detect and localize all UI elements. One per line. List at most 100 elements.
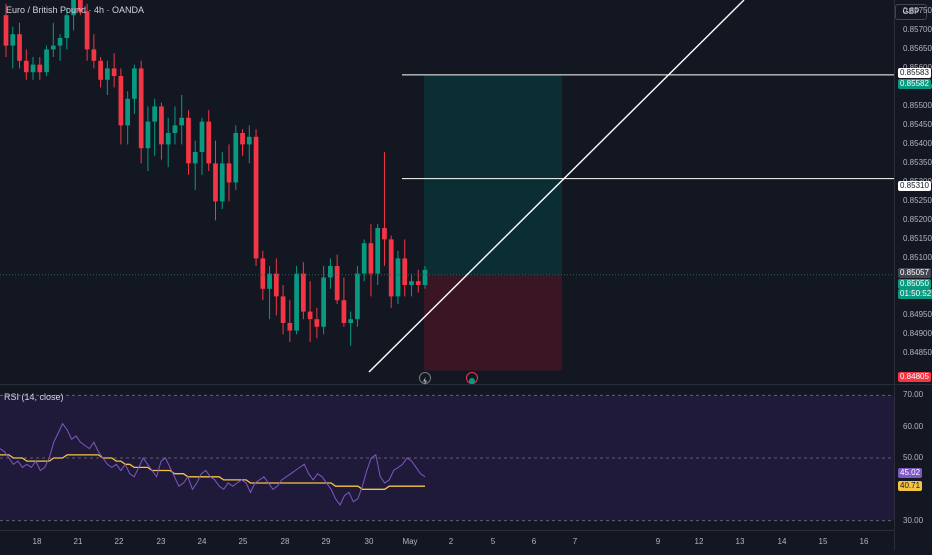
rsi-ma-line [0, 454, 425, 490]
candle-body [226, 163, 232, 183]
price-tick-label: 0.84950 [903, 310, 932, 320]
candle-body [111, 68, 117, 76]
time-tick-label: 13 [735, 537, 745, 546]
candle-body [368, 243, 374, 274]
candle-body [165, 133, 171, 145]
candle-body [348, 319, 354, 323]
candle-body [84, 11, 90, 50]
trend-line[interactable] [368, 0, 745, 373]
time-tick-label: 12 [694, 537, 704, 546]
price-tick-label: 0.85500 [903, 101, 932, 111]
candle-body [77, 0, 83, 12]
price-tick-label: 0.84850 [903, 348, 932, 358]
candle-body [395, 258, 401, 297]
candle-body [192, 152, 198, 164]
time-tick-label: May [402, 537, 418, 546]
level-line-tag: 0.85310 [898, 181, 931, 191]
candle-body [138, 68, 144, 149]
candle-body [328, 266, 333, 278]
candle-body [186, 117, 191, 164]
rsi-tick-label: 30.00 [903, 515, 924, 525]
price-tick-label: 0.85250 [903, 196, 932, 206]
horizontal-levels[interactable] [0, 74, 894, 276]
candle-body [267, 273, 272, 289]
candle-body [294, 273, 299, 331]
price-tick-label: 0.85650 [903, 44, 932, 54]
price-tick-label: 0.85200 [903, 215, 932, 225]
candle-body [213, 163, 218, 202]
candle-body [145, 121, 151, 149]
candle-body [260, 258, 266, 289]
candle-body [17, 34, 22, 61]
candle-body [341, 300, 347, 323]
time-tick-label: 28 [280, 537, 290, 546]
candle-body [246, 136, 252, 145]
stop-loss-tag: 0.84805 [898, 372, 931, 382]
rsi-tick-label: 50.00 [903, 453, 924, 462]
candle-body [422, 269, 428, 285]
candle-body [240, 133, 245, 145]
candle-body [314, 319, 320, 327]
time-tick-label: 14 [777, 537, 787, 546]
candle-body [172, 125, 178, 133]
candle-body [179, 117, 185, 126]
candle-body [415, 281, 421, 285]
candle-body [50, 45, 56, 50]
rsi-tick-label: 60.00 [903, 421, 924, 431]
time-tick-label: 30 [364, 537, 374, 546]
rsi-layer [0, 394, 894, 522]
candle-body [253, 136, 259, 259]
position-zones[interactable] [424, 75, 562, 371]
time-tick-label: 5 [490, 537, 496, 546]
candle-body [355, 273, 360, 320]
time-tick-label: 21 [73, 537, 83, 546]
candle-body [64, 15, 70, 38]
symbol-title[interactable]: Euro / British Pound · 4h · OANDA [6, 5, 145, 15]
candle-body [219, 163, 225, 202]
time-tick-label: 7 [572, 537, 578, 546]
time-tick-label: 16 [859, 537, 869, 546]
lightning-event-icon[interactable] [419, 372, 431, 385]
time-tick-label: 22 [114, 537, 124, 546]
time-tick-label: 2 [448, 537, 454, 546]
last-price-tag: 0.85050 [898, 279, 931, 289]
candle-body [10, 34, 16, 46]
take-profit-top-tag: 0.85583 [898, 68, 931, 78]
candle-body [388, 239, 394, 297]
candle-body [57, 38, 63, 46]
candle-body [375, 228, 381, 274]
time-tick-label: 18 [32, 537, 42, 546]
price-tick-label: 0.85150 [903, 234, 932, 244]
price-tick-label: 0.85750 [903, 6, 932, 16]
price-tick-label: 0.85400 [903, 139, 932, 149]
candle-body [280, 296, 286, 323]
candle-body [199, 121, 205, 152]
rsi-indicator-title[interactable]: RSI (14, close) [4, 392, 64, 402]
candle-body [125, 98, 131, 126]
time-tick-label: 24 [197, 537, 207, 546]
take-profit-tag: 0.85582 [898, 79, 931, 89]
candlestick-series [3, 0, 428, 346]
candle-body [287, 323, 293, 331]
candle-body [44, 49, 49, 73]
flag-icon [469, 378, 475, 384]
candle-body [382, 228, 387, 240]
candle-body [321, 277, 326, 327]
candle-body [307, 311, 313, 320]
candle-body [132, 68, 137, 99]
candle-body [159, 106, 164, 145]
time-tick-label: 9 [655, 537, 661, 546]
price-tick-label: 0.85350 [903, 158, 932, 168]
price-tick-label: 0.85450 [903, 120, 932, 130]
currency-button[interactable]: GBP [895, 4, 927, 20]
rsi-value-tag: 45.02 [898, 468, 923, 478]
loss-zone [424, 274, 562, 371]
candle-body [105, 68, 110, 80]
time-tick-label: 29 [321, 537, 331, 546]
price-tick-label: 0.85100 [903, 253, 932, 263]
lightning-icon [423, 377, 427, 385]
countdown-tag: 01:50:52 [898, 289, 932, 299]
economic-event-icon[interactable] [466, 372, 478, 384]
